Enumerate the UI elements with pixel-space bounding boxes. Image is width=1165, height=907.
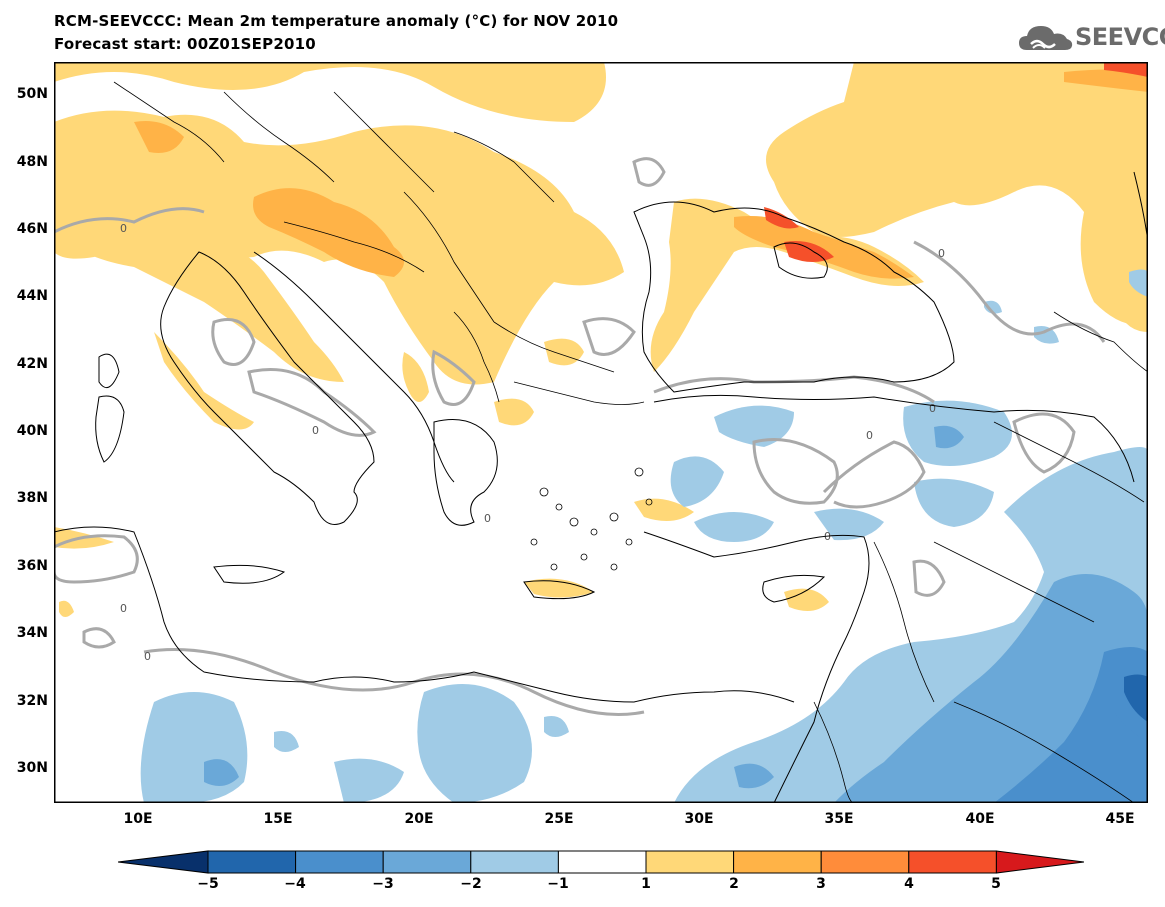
lat-label-38n: 38N (16, 490, 48, 506)
colorbar-segment (733, 850, 822, 874)
contour-label: 0 (120, 602, 127, 615)
lon-label-35e: 35E (824, 811, 854, 827)
colorbar-segment (645, 850, 735, 874)
lat-label-30n: 30N (16, 760, 48, 776)
colorbar-label: −3 (372, 876, 394, 892)
contour-label: 0 (312, 424, 319, 437)
colorbar-label: −4 (284, 876, 306, 892)
logo-text: SEEVCCC (1075, 23, 1165, 51)
lat-label-32n: 32N (16, 693, 48, 709)
lat-label-34n: 34N (16, 625, 48, 641)
lon-label-25e: 25E (544, 811, 574, 827)
colorbar-segment (470, 850, 559, 874)
contour-label: 0 (938, 247, 945, 260)
colorbar-label: −5 (197, 876, 219, 892)
colorbar-label: 2 (729, 876, 739, 892)
colorbar-label: 5 (991, 876, 1001, 892)
coastlines (54, 171, 1148, 803)
lat-label-46n: 46N (16, 221, 48, 237)
lon-label-20e: 20E (404, 811, 434, 827)
page-title: RCM-SEEVCCC: Mean 2m temperature anomaly… (54, 12, 619, 30)
lon-label-45e: 45E (1105, 811, 1135, 827)
lon-label-30e: 30E (684, 811, 714, 827)
aegean-islands (530, 467, 653, 571)
country-borders (113, 81, 1148, 803)
colorbar-segment (382, 850, 472, 874)
lat-label-50n: 50N (16, 86, 48, 102)
lon-label-40e: 40E (965, 811, 995, 827)
contour-label: 0 (144, 650, 151, 663)
colorbar-segment (207, 850, 297, 874)
colorbar-segment (995, 850, 1084, 874)
lon-label-15e: 15E (263, 811, 293, 827)
lat-label-36n: 36N (16, 558, 48, 574)
colorbar-label: 3 (816, 876, 826, 892)
contour-label: 0 (866, 429, 873, 442)
colorbar-segment (820, 850, 910, 874)
colorbar (118, 850, 1084, 874)
lat-label-40n: 40N (16, 423, 48, 439)
colorbar-label: −1 (547, 876, 569, 892)
colorbar-segment (557, 850, 647, 874)
lat-label-48n: 48N (16, 154, 48, 170)
lon-label-10e: 10E (123, 811, 153, 827)
lat-label-42n: 42N (16, 356, 48, 372)
colorbar-segment (908, 850, 997, 874)
colorbar-label: −2 (460, 876, 482, 892)
colorbar-label: 1 (641, 876, 651, 892)
temperature-anomaly-map: 0 0 0 0 0 0 0 0 0 (54, 62, 1148, 803)
lat-label-44n: 44N (16, 288, 48, 304)
forecast-start-subtitle: Forecast start: 00Z01SEP2010 (54, 35, 316, 53)
colorbar-segment (295, 850, 384, 874)
colorbar-label: 4 (904, 876, 914, 892)
warm-anomaly-strong (134, 69, 1148, 279)
map-frame (54, 62, 1148, 803)
contour-label: 0 (484, 512, 491, 525)
cold-anomaly-extreme (1124, 674, 1148, 722)
contour-label: 0 (120, 222, 127, 235)
cloud-icon (1019, 26, 1073, 50)
colorbar-segment (118, 850, 209, 874)
zero-contour-lines (54, 157, 1106, 716)
contour-label: 0 (929, 402, 936, 415)
seevccc-logo: SEEVCCC (1017, 20, 1165, 60)
